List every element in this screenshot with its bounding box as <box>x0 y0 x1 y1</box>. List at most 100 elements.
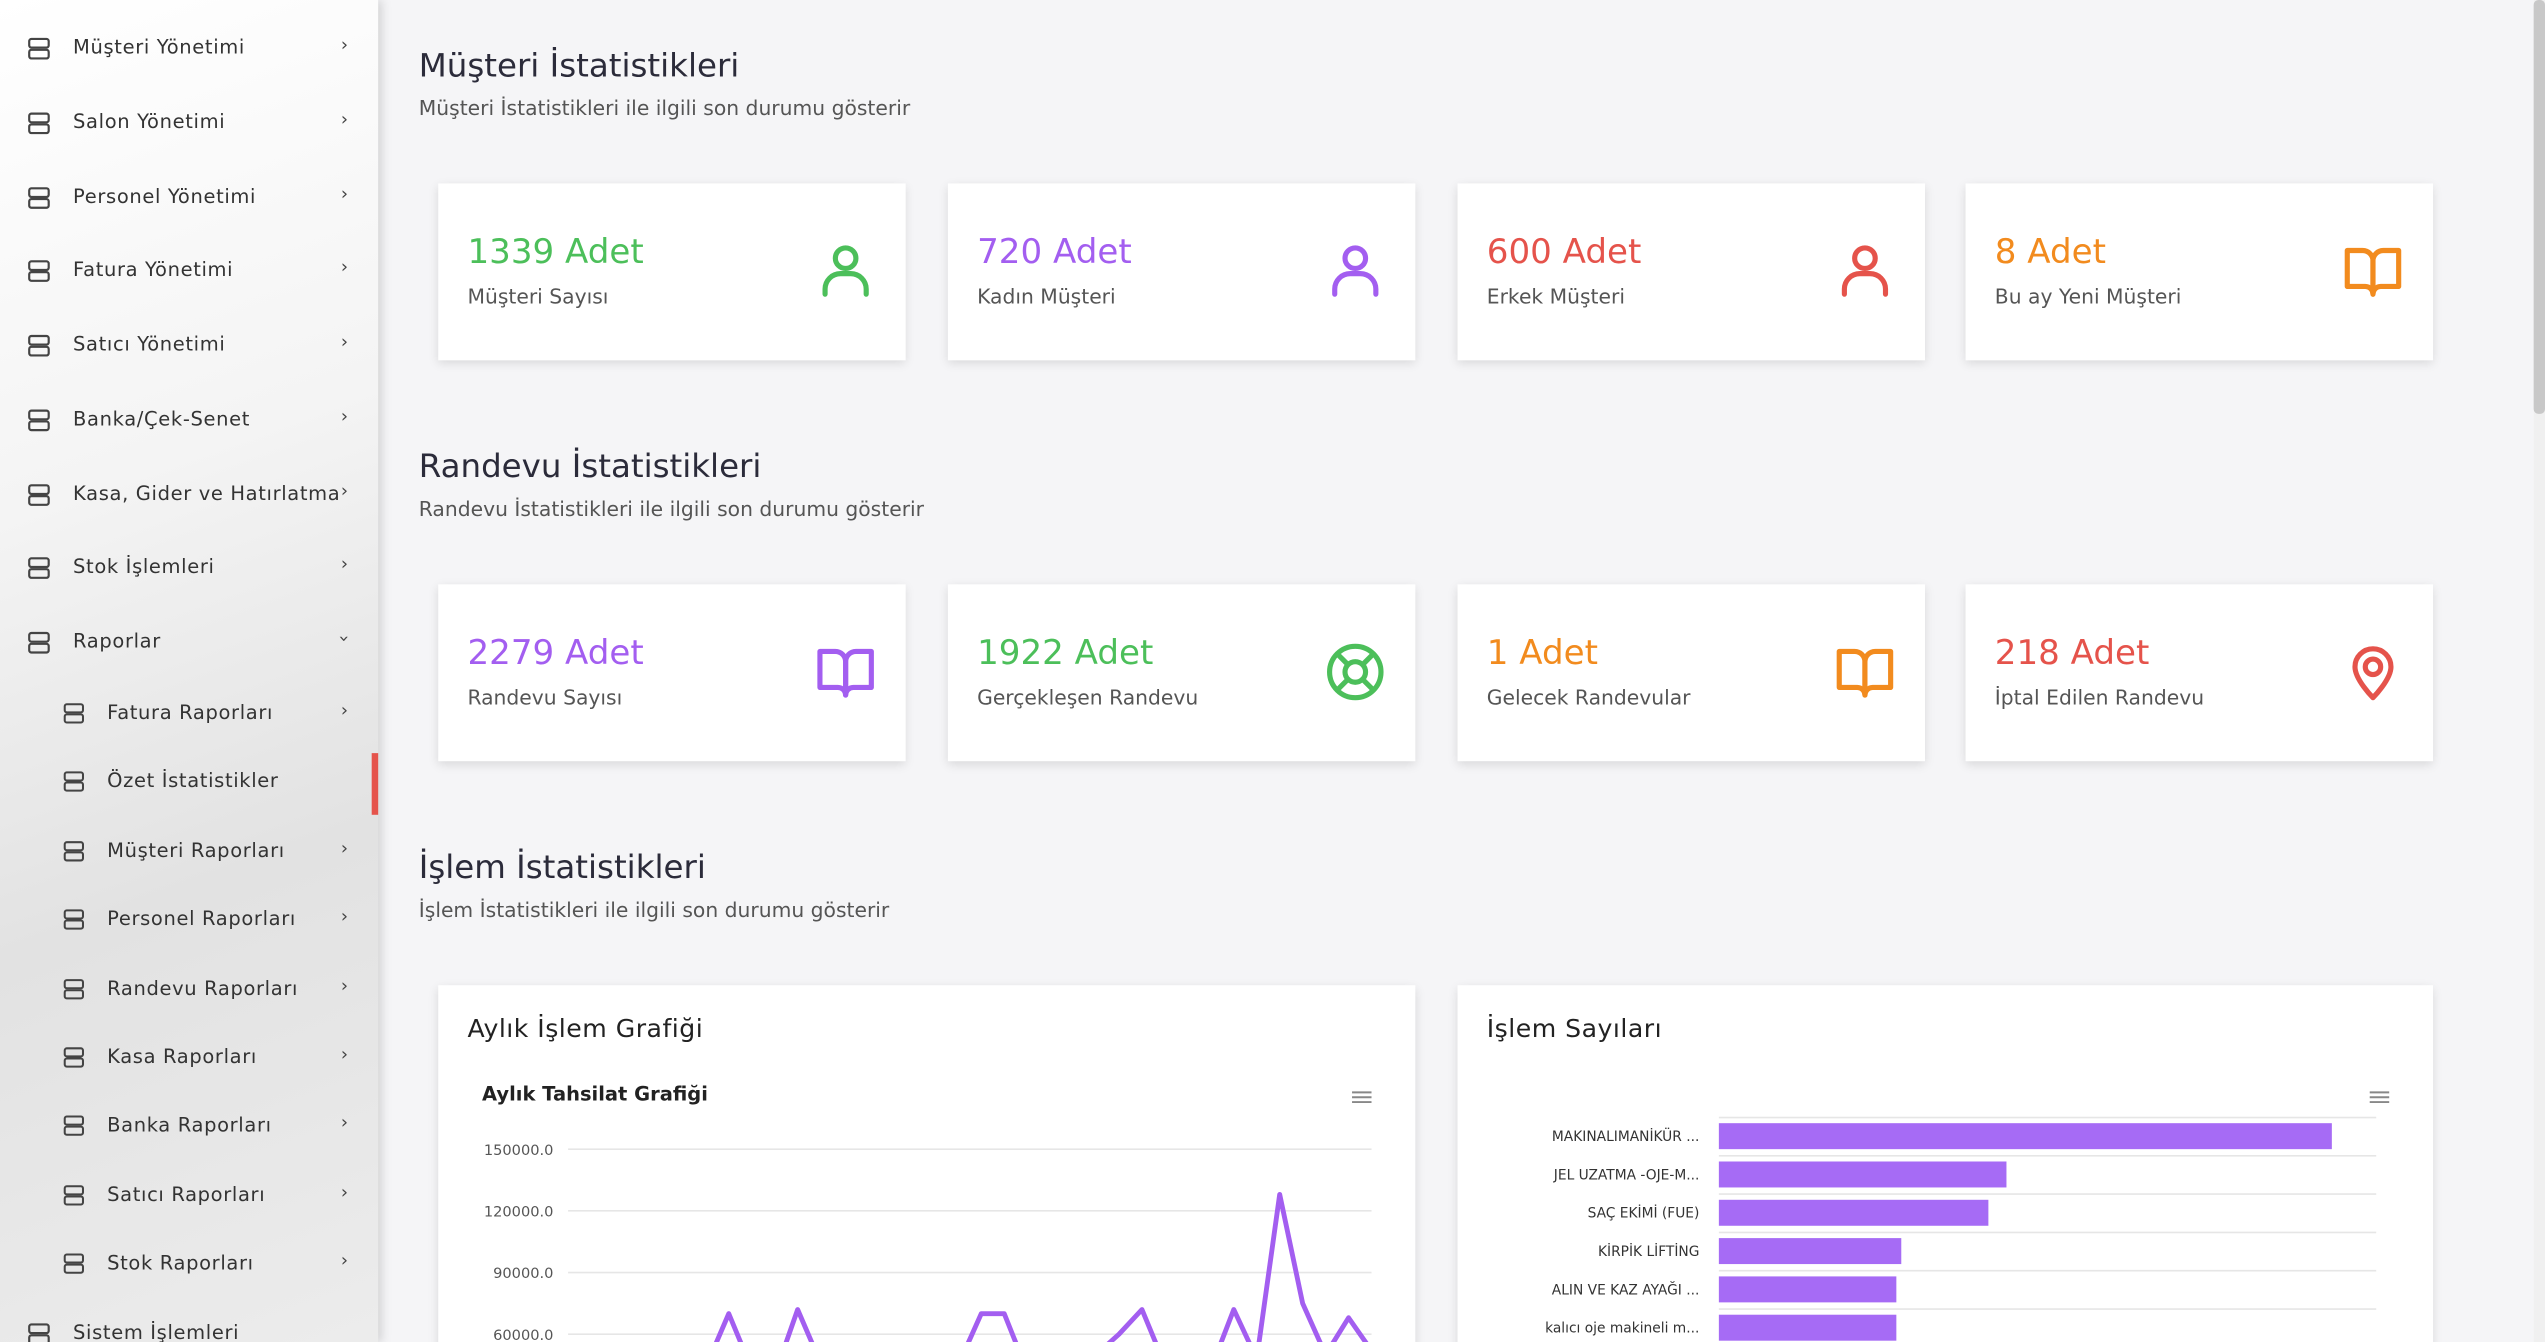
chevron: › <box>340 34 349 56</box>
icon <box>63 772 84 793</box>
menu-item[interactable]: Salon Yönetimi <box>73 109 226 133</box>
submenu-item[interactable]: Kasa Raporları <box>107 1045 257 1068</box>
stat-value: 218 Adet <box>1994 633 2150 672</box>
icon-shape <box>1334 651 1376 693</box>
submenu-item[interactable]: Fatura Raporları <box>107 701 274 724</box>
section-subtitle: İşlem İstatistikleri ile ilgili son duru… <box>418 897 890 922</box>
scroll-thumb <box>2533 0 2545 414</box>
section-title: Müşteri İstatistikleri <box>418 45 740 85</box>
chart-title: Aylık Tahsilat Grafiği <box>482 1082 708 1105</box>
section-title: Randevu İstatistikleri <box>418 446 762 486</box>
bar <box>1718 1238 1902 1265</box>
menu-item[interactable]: Kasa, Gider ve Hatırlatma <box>73 481 341 504</box>
icon-shape <box>28 409 50 420</box>
icon <box>63 909 84 930</box>
icon-shape <box>1852 245 1878 272</box>
y-tick-label: 150000.0 <box>484 1142 554 1159</box>
sidebar: Müşteri Yönetimi › Salon Yönetimi › Personel… <box>0 0 379 1342</box>
icon-shape <box>1327 643 1384 701</box>
chevron: › <box>340 553 349 575</box>
menu-item[interactable]: Stok İşlemleri <box>73 555 215 579</box>
menu-item[interactable]: Raporlar <box>73 629 161 653</box>
category-label: SAÇ EKİMİ (FUE) <box>1588 1204 1700 1222</box>
icon-shape <box>63 1263 84 1275</box>
menu-item[interactable]: Fatura Yönetimi <box>73 258 234 282</box>
stat-card: 1922 Adet Gerçekleşen Randevu <box>947 584 1416 762</box>
submenu-item[interactable]: Banka Raporları <box>107 1114 272 1137</box>
icon <box>1332 245 1379 297</box>
stat-label: Gelecek Randevular <box>1486 684 1691 710</box>
icon-shape <box>28 557 50 569</box>
submenu-item[interactable]: Müşteri Raporları <box>107 838 285 862</box>
submenu-item[interactable]: Stok Raporları <box>107 1251 254 1275</box>
icon-shape <box>1342 659 1369 685</box>
icon-shape <box>63 703 84 714</box>
icon-shape <box>63 840 84 851</box>
menu-item[interactable]: Satıcı Yönetimi <box>73 332 226 356</box>
submenu-item[interactable]: Personel Raporları <box>107 907 296 931</box>
bar <box>1718 1276 1897 1303</box>
icon-shape <box>63 1116 84 1127</box>
icon <box>28 557 50 580</box>
stat-value: 600 Adet <box>1486 232 1642 272</box>
chevron: › <box>340 182 349 204</box>
icon <box>2352 646 2394 701</box>
icon-shape <box>832 245 859 272</box>
menu-item[interactable]: Banka/Çek-Senet <box>73 406 251 430</box>
y-tick-label: 90000.0 <box>493 1265 553 1282</box>
icon <box>1836 648 1894 698</box>
category-label: JEL UZATMA -OJE-M... <box>1553 1167 1700 1183</box>
chart-card: Aylık İşlem Grafiği <box>438 985 1416 1342</box>
icon-shape <box>1342 245 1369 272</box>
icon-shape <box>63 988 84 999</box>
icon-shape <box>63 909 84 920</box>
icon-shape <box>63 1047 84 1058</box>
icon-shape <box>28 37 50 49</box>
chevron: › <box>340 256 349 278</box>
chevron: › <box>340 837 349 859</box>
icon <box>28 483 50 506</box>
icon <box>63 1184 84 1206</box>
submenu-item[interactable]: Özet İstatistikler <box>107 769 279 793</box>
line <box>713 1191 1369 1342</box>
submenu-item[interactable]: Randevu Raporları <box>107 976 299 1000</box>
icon <box>817 648 874 698</box>
icon-shape <box>63 1126 84 1137</box>
icon <box>28 112 50 134</box>
icon-shape <box>28 631 50 643</box>
menu-item[interactable]: Müşteri Yönetimi <box>73 35 245 59</box>
icon <box>63 978 84 999</box>
icon <box>63 703 84 724</box>
icon-shape <box>63 1184 84 1196</box>
stat-card: 1 Adet Gelecek Randevular <box>1457 584 1925 762</box>
icon-shape <box>63 1195 84 1206</box>
bar <box>1718 1123 2332 1150</box>
icon-shape <box>28 48 50 60</box>
menu-item[interactable]: Sistem İşlemleri <box>73 1321 240 1342</box>
icon <box>28 37 50 60</box>
icon <box>63 1253 84 1275</box>
chevron: › <box>340 1181 349 1203</box>
stat-card: 720 Adet Kadın Müşteri <box>947 183 1416 361</box>
icon-shape <box>63 1057 84 1068</box>
icon <box>63 1116 84 1137</box>
icon <box>63 1047 84 1068</box>
icon-shape <box>63 1253 84 1264</box>
stat-label: Müşteri Sayısı <box>467 284 609 309</box>
menu-item[interactable]: Personel Yönetimi <box>73 184 257 207</box>
stat-card: 2279 Adet Randevu Sayısı <box>438 584 906 762</box>
icon-shape <box>1332 271 1379 297</box>
icon-shape <box>28 1323 50 1335</box>
stat-label: Erkek Müşteri <box>1486 284 1625 309</box>
active-indicator <box>371 753 379 815</box>
stat-value: 1339 Adet <box>467 232 644 272</box>
scrollbar <box>2533 0 2545 1342</box>
section-subtitle: Müşteri İstatistikleri ile ilgili son du… <box>418 95 911 121</box>
icon-shape <box>63 850 84 862</box>
submenu-item[interactable]: Satıcı Raporları <box>107 1182 266 1206</box>
stat-card: 8 Adet Bu ay Yeni Müşteri <box>1965 183 2434 361</box>
chevron: › <box>340 405 349 427</box>
chevron: › <box>340 108 349 130</box>
